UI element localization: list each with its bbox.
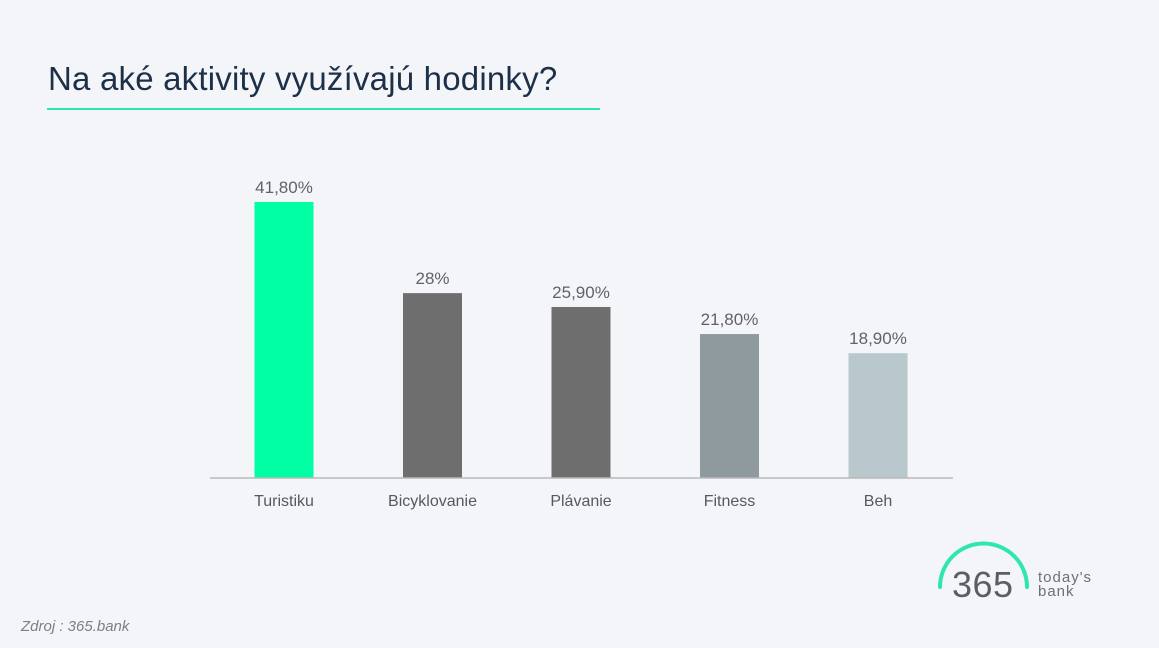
- logo-number: 365: [952, 564, 1014, 605]
- logo-word-line1: today's: [1038, 569, 1093, 586]
- data-label-2: 25,90%: [552, 283, 610, 302]
- data-label-4: 18,90%: [849, 329, 907, 348]
- logo-wordmark: today's bank: [1038, 569, 1093, 600]
- bar-1: [403, 293, 462, 478]
- category-label-0: Turistiku: [254, 493, 314, 510]
- category-label-3: Fitness: [704, 493, 756, 510]
- bar-0: [254, 202, 314, 478]
- brand-logo: 365 today's bank: [930, 540, 1100, 610]
- data-label-3: 21,80%: [701, 310, 759, 329]
- category-label-4: Beh: [864, 493, 892, 510]
- category-label-1: Bicyklovanie: [388, 493, 477, 510]
- category-label-2: Plávanie: [550, 493, 611, 510]
- bar-4: [848, 353, 908, 478]
- title-underline: [47, 108, 600, 110]
- source-note: Zdroj : 365.bank: [21, 618, 130, 635]
- data-label-1: 28%: [415, 269, 449, 288]
- bar-3: [700, 334, 759, 478]
- logo-arc-icon: [938, 541, 1029, 589]
- bar-2: [551, 306, 611, 478]
- data-label-0: 41,80%: [255, 178, 313, 197]
- logo-word-line2: bank: [1038, 583, 1075, 600]
- page-title: Na aké aktivity využívajú hodinky?: [48, 60, 558, 97]
